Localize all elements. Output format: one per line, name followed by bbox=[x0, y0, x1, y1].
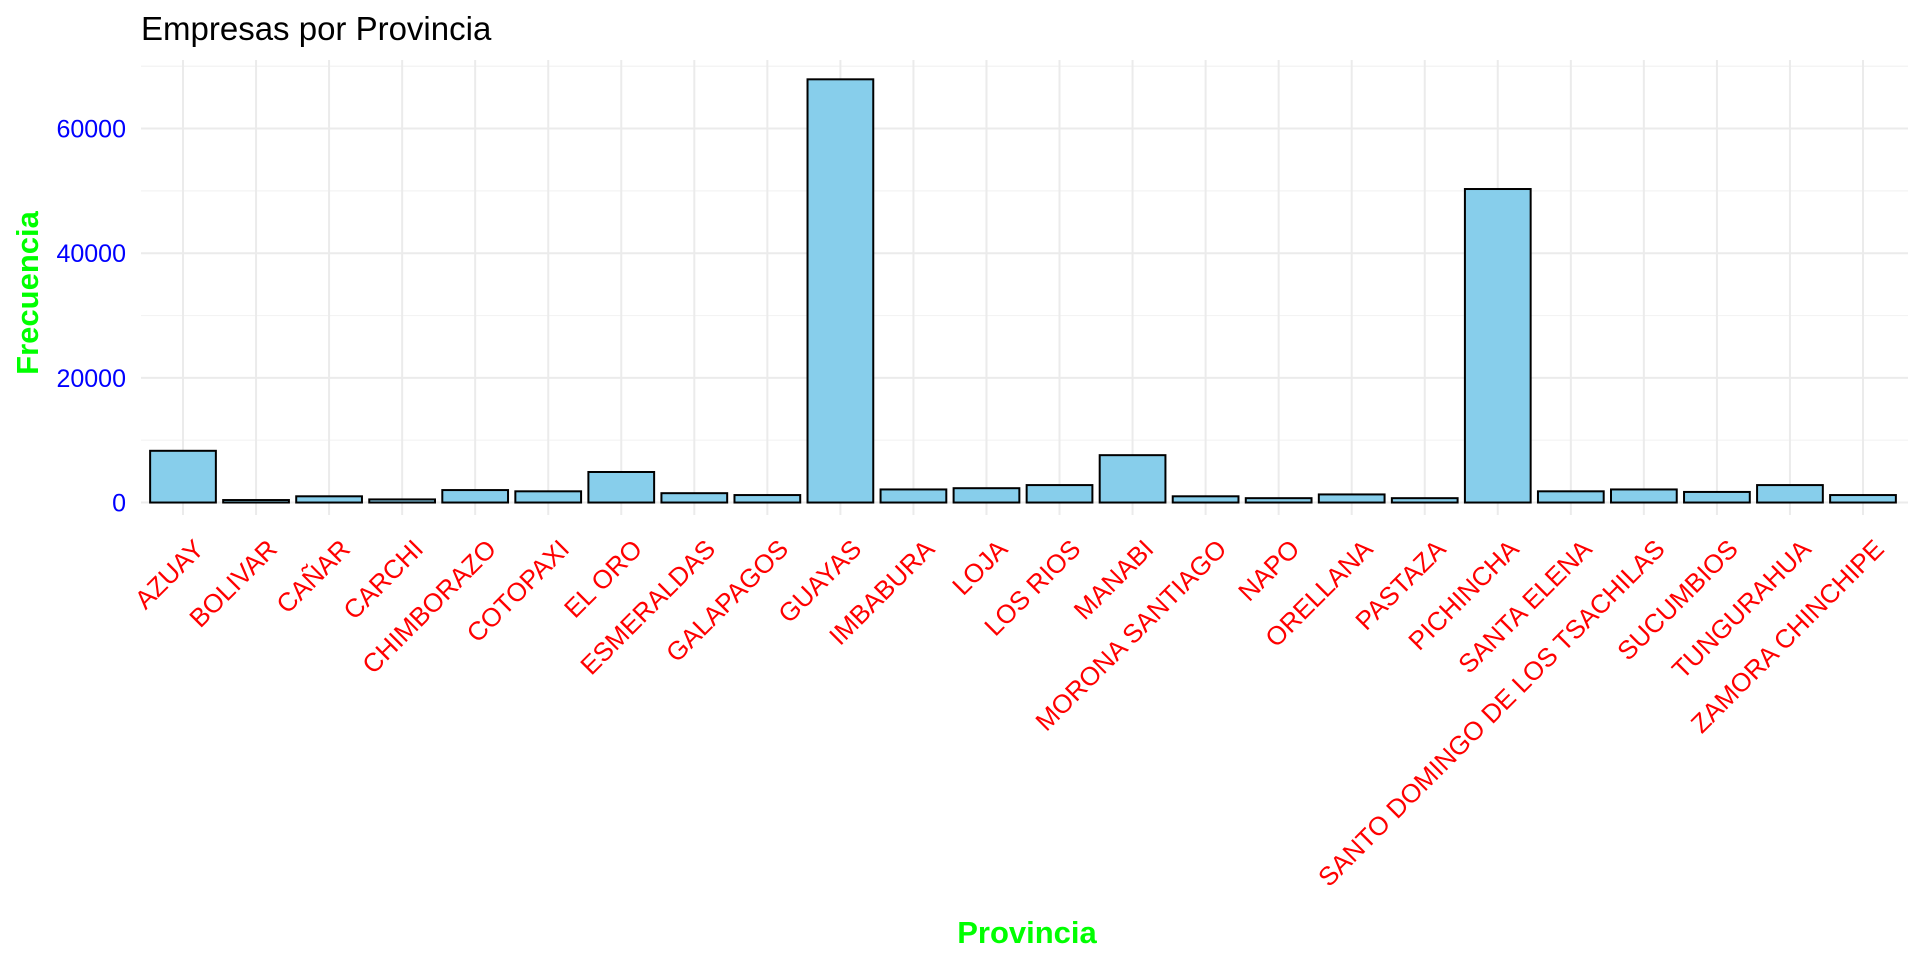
x-axis-ticks: AZUAYBOLIVARCAÑARCARCHICHIMBORAZOCOTOPAX… bbox=[129, 533, 1890, 892]
y-tick-label: 60000 bbox=[56, 116, 126, 144]
bar-el-oro bbox=[587, 470, 656, 504]
bar-cotopaxi bbox=[514, 490, 583, 504]
bar-santo-domingo-de-los-tsachilas bbox=[1610, 488, 1678, 504]
bar-manabi bbox=[1098, 454, 1167, 504]
bar-morona-santiago bbox=[1171, 495, 1240, 504]
y-tick-label: 0 bbox=[112, 490, 126, 518]
bar-esmeraldas bbox=[660, 492, 729, 504]
bar-galapagos bbox=[733, 494, 802, 504]
x-tick-label: LOJA bbox=[946, 533, 1014, 601]
bar-guayas bbox=[806, 78, 875, 504]
x-axis-title: Provincia bbox=[957, 915, 1097, 950]
bar-carchi bbox=[368, 498, 436, 504]
bar-pastaza bbox=[1390, 497, 1459, 504]
bar-napo bbox=[1244, 497, 1313, 504]
bar-imbabura bbox=[879, 488, 948, 504]
bar-zamora-chinchipe bbox=[1829, 494, 1897, 504]
bar-pichincha bbox=[1463, 188, 1532, 504]
bar-cañar bbox=[295, 495, 363, 504]
y-tick-label: 20000 bbox=[56, 365, 126, 393]
bar-tungurahua bbox=[1756, 484, 1824, 504]
bar-santa-elena bbox=[1536, 490, 1605, 504]
bar-azuay bbox=[149, 449, 217, 504]
bars bbox=[149, 78, 1897, 504]
chart-title: Empresas por Provincia bbox=[141, 10, 492, 47]
y-axis-title: Frecuencia bbox=[10, 210, 45, 374]
bar-sucumbios bbox=[1683, 490, 1751, 504]
y-axis-ticks: 0 20000 40000 60000 bbox=[56, 116, 126, 518]
bar-loja bbox=[952, 487, 1021, 504]
grid bbox=[141, 60, 1908, 515]
bar-bolivar bbox=[222, 499, 290, 504]
bar-los-rios bbox=[1025, 484, 1094, 504]
bar-orellana bbox=[1317, 493, 1386, 504]
bar-chimborazo bbox=[441, 489, 510, 504]
y-tick-label: 40000 bbox=[56, 240, 126, 268]
